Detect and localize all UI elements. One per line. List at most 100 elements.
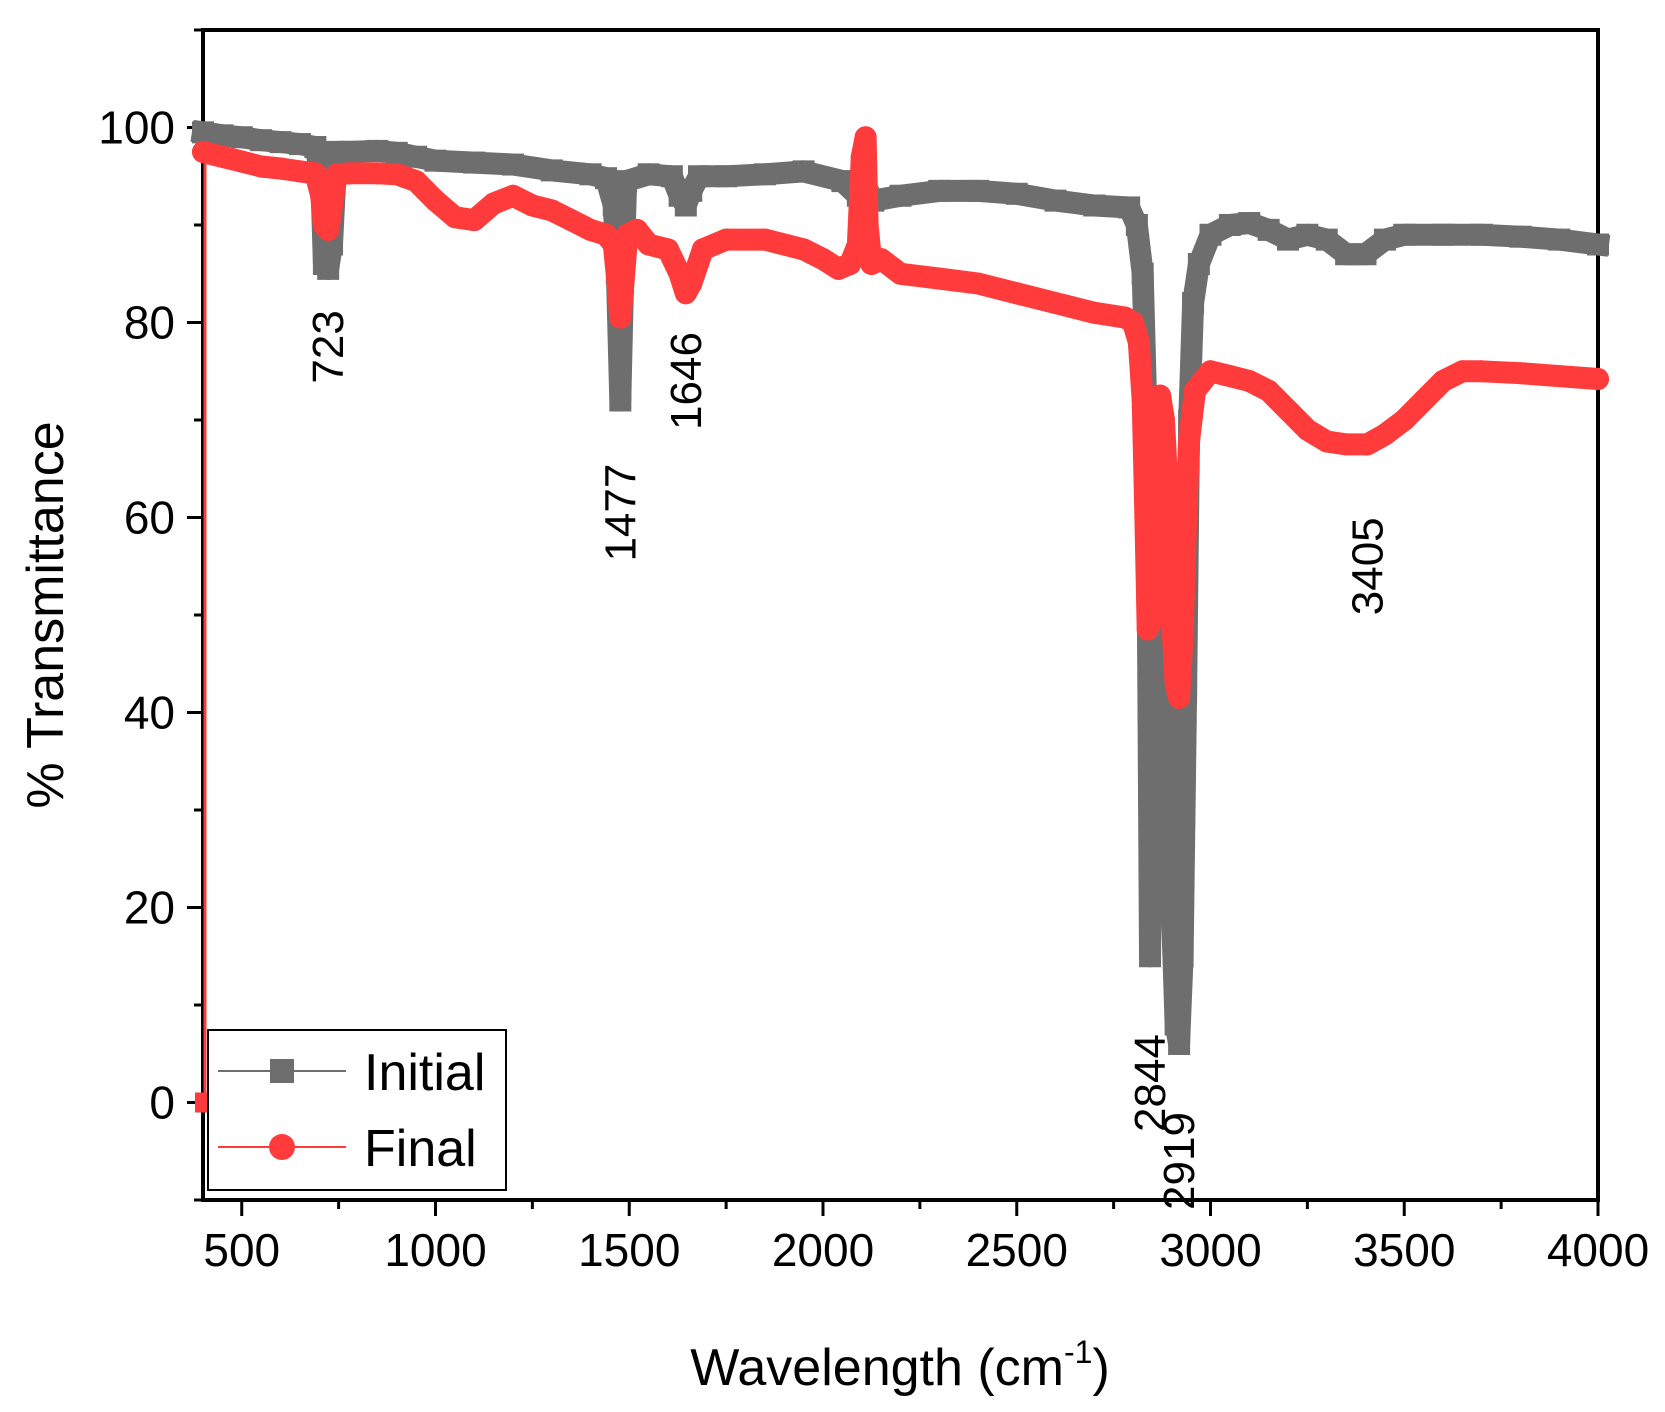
data-point-initial [1005,182,1028,205]
x-tick-label: 1000 [384,1224,486,1276]
x-tick-label: 4000 [1547,1224,1649,1276]
data-point-initial [463,151,486,174]
data-point-final [854,126,877,149]
data-point-final [715,228,738,251]
peak-label: 3405 [1343,517,1392,615]
y-axis-title: % Transmittance [17,421,75,808]
data-point-final [657,238,679,261]
data-point-final [691,238,714,261]
data-point-initial [1587,233,1609,256]
data-point-final [1315,430,1338,453]
data-point-final [321,194,344,217]
data-point-initial [688,165,710,188]
data-point-final [1356,433,1379,456]
x-tick-label: 2000 [772,1224,874,1276]
data-point-initial [1139,945,1162,968]
data-point-final [250,155,273,178]
data-point-final [1470,360,1493,383]
data-point-final [612,272,635,295]
data-point-initial [250,129,273,152]
plot-area [201,28,1600,1202]
data-point-initial [1125,214,1148,236]
peak-label: 2844 [1126,1034,1175,1132]
data-point-final [385,163,408,186]
y-tick-label: 20 [124,882,175,934]
data-point-initial [1164,1013,1187,1036]
data-point-final [482,192,505,215]
y-axis-ticks: 0 20 40 60 80 100 [98,28,203,1202]
data-point-initial [753,163,776,186]
data-point-initial [615,170,638,193]
data-point-final [753,228,776,251]
data-point-initial [1432,223,1454,246]
data-point-initial [1354,243,1377,266]
data-point-final [1257,379,1280,402]
data-point-initial [967,179,989,202]
peak-label: 723 [304,310,353,383]
data-point-final [850,145,873,168]
data-point-final [1393,409,1416,431]
legend: Initial Final [207,1029,507,1191]
data-point-final [502,184,524,207]
data-point-final [1127,331,1150,353]
data-point-final [560,209,583,232]
data-point-initial [715,165,738,188]
data-point-final [1044,292,1067,314]
data-point-final [637,233,660,256]
data-point-initial [339,140,362,163]
y-tick-label: 80 [124,297,175,349]
data-point-final [1432,370,1454,392]
data-point-initial [889,184,912,207]
data-point-final [1587,368,1609,391]
data-point-final [540,199,563,222]
x-tick-label: 3500 [1353,1224,1455,1276]
data-point-initial [1509,225,1532,248]
data-point-final [269,157,292,180]
x-tick-label: 1500 [578,1224,680,1276]
data-point-final [1238,370,1261,392]
peak-label: 1646 [662,332,711,430]
data-point-initial [1118,196,1141,219]
data-point-final [1122,311,1144,334]
data-point-initial [405,145,428,168]
data-point-initial [1168,1033,1191,1055]
data-point-final [304,162,327,185]
data-point-initial [1257,218,1280,241]
y-tick-label: 0 [149,1077,175,1129]
data-point-final [792,238,815,261]
legend-marker-initial [270,1059,294,1083]
data-point-final [521,194,544,217]
data-point-final [1412,389,1435,412]
data-point-initial [424,149,447,172]
y-tick-label: 40 [124,687,175,739]
data-point-initial [1141,750,1164,773]
data-point-final [317,218,340,241]
data-point-final [1139,613,1162,636]
data-point-initial [192,121,214,144]
data-point-initial [540,159,563,182]
data-point-initial [366,139,389,162]
data-point-initial [1393,223,1416,246]
data-point-final [1548,365,1571,388]
data-point-final [1296,418,1319,441]
data-point-initial [595,167,617,190]
data-point-final [463,209,486,232]
data-point-final [339,162,362,185]
y-tick-label: 100 [98,102,175,154]
data-point-final [1335,433,1358,456]
data-point-initial [1373,228,1396,251]
data-point-final [928,267,951,290]
data-point-initial [1182,292,1205,314]
peak-label: 2919 [1155,1112,1204,1210]
data-point-final [1083,301,1106,324]
data-point-final [889,262,912,285]
data-point-final [424,189,447,212]
data-point-final [1218,365,1241,388]
x-tick-label: 3000 [1159,1224,1261,1276]
data-point-final [1199,360,1222,383]
x-axis-ticks: 500 1000 1500 2000 2500 3000 3500 4000 [203,1200,1649,1276]
x-axis-title: Wavelength (cm-1) [690,1334,1110,1397]
legend-label-final: Final [364,1120,477,1178]
